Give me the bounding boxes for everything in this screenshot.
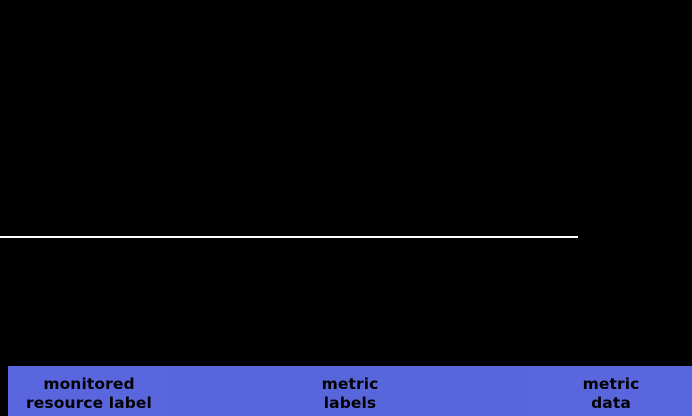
banner-segment-label: monitored resource label (26, 375, 152, 412)
banner-segment-monitored-resource-label: monitored resource label (8, 366, 170, 416)
banner-segment-metric-labels: metric labels (170, 366, 530, 416)
banner-segment-metric-data: metric data (530, 366, 692, 416)
banner-segment-label: metric data (582, 375, 640, 412)
banner-segment-label: metric labels (321, 375, 379, 412)
column-banner: monitored resource label metric labels m… (8, 366, 692, 416)
horizontal-rule (0, 236, 578, 238)
